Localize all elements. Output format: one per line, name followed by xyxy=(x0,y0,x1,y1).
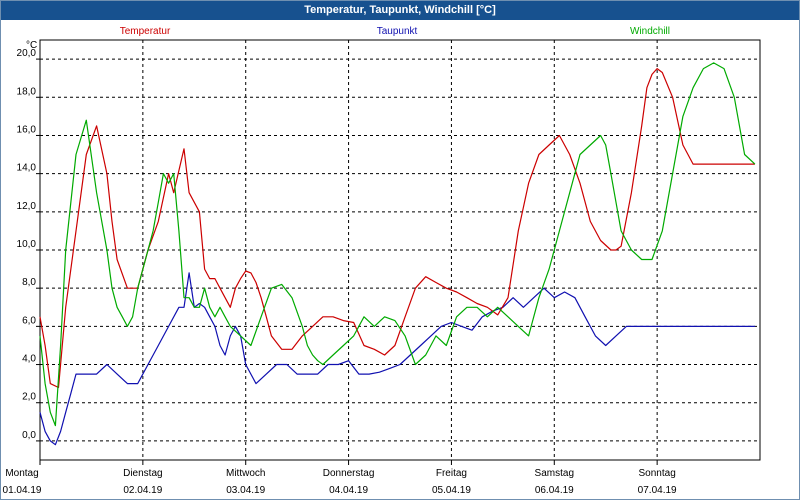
xtick-date-label: 05.04.19 xyxy=(432,485,471,496)
ytick-label: 12,0 xyxy=(17,201,37,212)
xtick-weekday-label: Montag xyxy=(5,468,38,479)
legend: Temperatur Taupunkt Windchill xyxy=(120,26,670,37)
xtick-date-label: 03.04.19 xyxy=(226,485,265,496)
tick-labels: 0,0 2,0 4,0 6,0 8,0 10,0 12,0 14,0 16,0 18,0 20,0 M… xyxy=(3,40,678,496)
xtick-weekday-label: Dienstag xyxy=(123,468,162,479)
xtick-date-label: 06.04.19 xyxy=(535,485,574,496)
xtick-date-label: 04.04.19 xyxy=(329,485,368,496)
legend-entry-taupunkt: Taupunkt xyxy=(377,26,418,37)
xtick-weekday-label: Samstag xyxy=(535,468,574,479)
xtick-date-label: 07.04.19 xyxy=(638,485,677,496)
ytick-label: 14,0 xyxy=(17,163,37,174)
ytick-label: 2,0 xyxy=(22,392,36,403)
ytick-label: 20,0 xyxy=(17,48,37,59)
xtick-weekday-label: Freitag xyxy=(436,468,467,479)
plot-area-frame xyxy=(39,39,761,461)
ytick-label: 4,0 xyxy=(22,354,36,365)
series-line-temperatur xyxy=(39,68,755,389)
y-axis-unit-label: °C xyxy=(26,40,37,51)
legend-entry-temperatur: Temperatur xyxy=(120,26,171,37)
series-line-windchill xyxy=(39,62,756,427)
legend-entry-windchill: Windchill xyxy=(630,26,670,37)
series-line-taupunkt xyxy=(39,272,755,446)
ytick-label: 18,0 xyxy=(17,86,37,97)
ytick-label: 10,0 xyxy=(17,239,37,250)
xtick-weekday-label: Mittwoch xyxy=(226,468,265,479)
xtick-weekday-label: Donnerstag xyxy=(323,468,375,479)
ytick-label: 16,0 xyxy=(17,124,37,135)
ytick-label: 6,0 xyxy=(22,315,36,326)
axes xyxy=(36,39,761,465)
xtick-date-label: 02.04.19 xyxy=(123,485,162,496)
chart-title: Temperatur, Taupunkt, Windchill [°C] xyxy=(1,1,799,20)
ytick-label: 8,0 xyxy=(22,277,36,288)
xtick-date-label: 01.04.19 xyxy=(3,485,42,496)
series-lines xyxy=(39,62,756,446)
ytick-label: 0,0 xyxy=(22,430,36,441)
xtick-weekday-label: Sonntag xyxy=(639,468,676,479)
